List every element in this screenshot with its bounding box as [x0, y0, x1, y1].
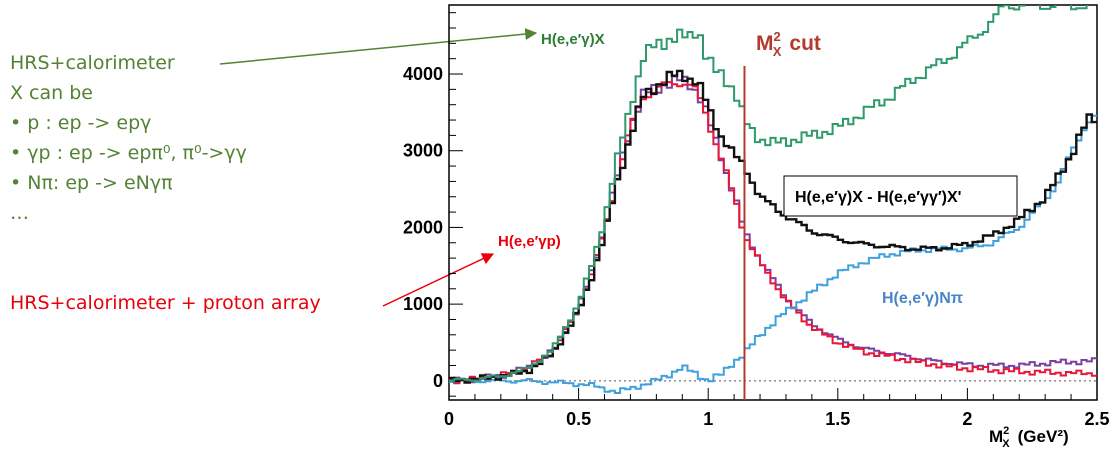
- x-tick-label: 1: [703, 409, 713, 429]
- x-tick-label: 0: [444, 409, 454, 429]
- note-line: • Nπ: ep -> eNγπ: [10, 172, 173, 194]
- note-line: • p : ep -> epγ: [10, 112, 152, 134]
- notes-panel: HRS+calorimeter X can be • p : ep -> epγ…: [10, 48, 247, 228]
- label-subtracted-box: [783, 175, 1018, 217]
- note-line: • γp : ep -> epπ⁰, π⁰->γγ: [10, 142, 247, 164]
- y-tick-label: 0: [433, 371, 443, 391]
- x-axis-label: M2 X (GeV²): [989, 425, 1069, 450]
- label-proton: H(e,e′γp): [498, 233, 561, 250]
- series-line: [449, 114, 1097, 394]
- x-axis-label-units: (GeV²): [1018, 427, 1069, 446]
- red-arrow: [382, 253, 495, 307]
- x-tick-label: 2.5: [1084, 409, 1109, 429]
- note-line: …: [10, 202, 29, 224]
- x-tick-label: 1.5: [825, 409, 850, 429]
- y-tick-label: 2000: [403, 217, 443, 237]
- cut-label-rest: cut: [789, 32, 821, 55]
- plot-frame: [448, 4, 1098, 401]
- x-tick-label: 0.5: [566, 409, 591, 429]
- x-axis-label-sup: 2: [1003, 425, 1009, 437]
- label-npi: H(e,e′γ)Nπ: [882, 290, 963, 307]
- note-line: HRS+calorimeter: [10, 52, 175, 74]
- x-axis-label-sub: X: [1002, 438, 1010, 450]
- series-line: [449, 75, 1097, 384]
- note-line: X can be: [10, 82, 93, 104]
- y-tick-label: 3000: [403, 141, 443, 161]
- label-total: H(e,e′γ)X: [541, 31, 605, 48]
- green-arrow: [219, 28, 538, 65]
- series-line: [449, 69, 1097, 384]
- x-tick-label: 2: [962, 409, 972, 429]
- cut-label-sub: X: [773, 44, 782, 59]
- cut-label-sup: 2: [774, 29, 781, 44]
- proton-array-note: HRS+calorimeter + proton array: [10, 292, 321, 314]
- cut-label-main: M: [756, 32, 774, 55]
- x-axis-label-main: M: [989, 427, 1003, 446]
- y-tick-label: 4000: [403, 64, 443, 84]
- label-subtracted: H(e,e′γ)X - H(e,e′γγ′)X': [795, 189, 961, 206]
- y-tick-label: 1000: [403, 294, 443, 314]
- series-line: [449, 5, 1088, 382]
